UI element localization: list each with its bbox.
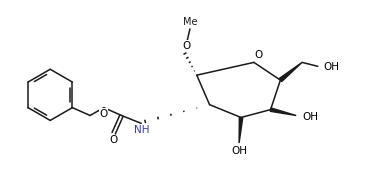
Text: OH: OH	[302, 113, 318, 122]
Text: Me: Me	[183, 17, 197, 27]
Polygon shape	[270, 108, 296, 115]
Text: OH: OH	[231, 146, 247, 156]
Text: OH: OH	[323, 62, 340, 72]
Text: O: O	[110, 135, 118, 145]
Text: O: O	[183, 41, 191, 51]
Text: O: O	[100, 109, 108, 119]
Text: O: O	[255, 50, 263, 60]
Polygon shape	[279, 62, 302, 82]
Polygon shape	[239, 117, 243, 143]
Text: NH: NH	[134, 125, 150, 135]
